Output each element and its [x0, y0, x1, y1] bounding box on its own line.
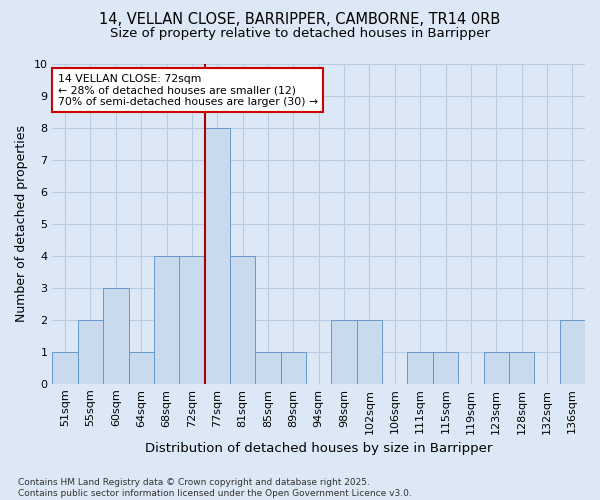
Bar [154, 256, 179, 384]
Bar [78, 320, 103, 384]
Text: Contains HM Land Registry data © Crown copyright and database right 2025.
Contai: Contains HM Land Registry data © Crown c… [18, 478, 412, 498]
Y-axis label: Number of detached properties: Number of detached properties [15, 126, 28, 322]
Bar [509, 352, 534, 384]
Text: Size of property relative to detached houses in Barripper: Size of property relative to detached ho… [110, 28, 490, 40]
Bar [560, 320, 585, 384]
Bar [179, 256, 205, 384]
Bar [205, 128, 230, 384]
Bar [128, 352, 154, 384]
Text: 14 VELLAN CLOSE: 72sqm
← 28% of detached houses are smaller (12)
70% of semi-det: 14 VELLAN CLOSE: 72sqm ← 28% of detached… [58, 74, 318, 107]
Bar [331, 320, 357, 384]
Bar [484, 352, 509, 384]
Bar [433, 352, 458, 384]
Text: 14, VELLAN CLOSE, BARRIPPER, CAMBORNE, TR14 0RB: 14, VELLAN CLOSE, BARRIPPER, CAMBORNE, T… [100, 12, 500, 28]
Bar [281, 352, 306, 384]
Bar [103, 288, 128, 384]
Bar [357, 320, 382, 384]
Bar [230, 256, 256, 384]
Bar [256, 352, 281, 384]
Bar [52, 352, 78, 384]
X-axis label: Distribution of detached houses by size in Barripper: Distribution of detached houses by size … [145, 442, 493, 455]
Bar [407, 352, 433, 384]
